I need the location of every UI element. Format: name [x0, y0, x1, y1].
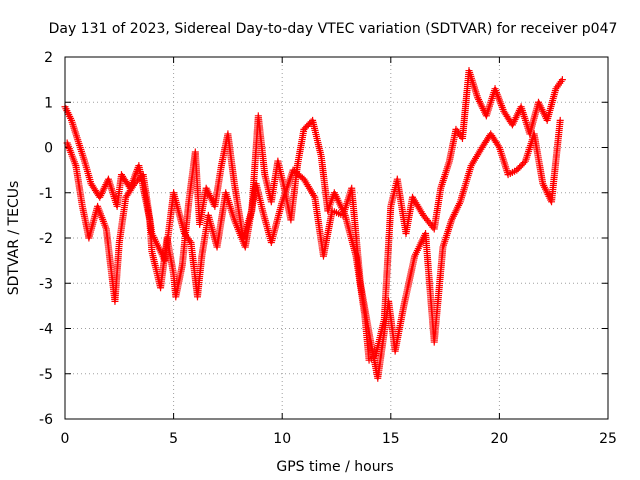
- data-point: [556, 116, 564, 124]
- x-tick-label: 15: [382, 431, 400, 447]
- x-tick-label: 25: [599, 431, 617, 447]
- x-tick-label: 5: [169, 431, 178, 447]
- y-tick-label: -5: [39, 367, 53, 383]
- y-tick-label: -3: [39, 276, 53, 292]
- y-tick-label: -6: [39, 412, 53, 428]
- y-tick-label: 1: [44, 95, 53, 111]
- y-tick-label: -2: [39, 231, 53, 247]
- y-tick-label: 0: [44, 141, 53, 157]
- x-tick-label: 10: [273, 431, 291, 447]
- trace-marker: [494, 142, 502, 150]
- chart-title: Day 131 of 2023, Sidereal Day-to-day VTE…: [49, 21, 618, 37]
- x-tick-label: 20: [490, 431, 508, 447]
- data-layer: [61, 67, 566, 382]
- x-axis-label: GPS time / hours: [276, 459, 393, 475]
- y-tick-label: 2: [44, 50, 53, 66]
- data-point: [558, 76, 566, 84]
- y-tick-label: -4: [39, 322, 53, 338]
- grid-layer: [65, 57, 608, 419]
- y-tick-label: -1: [39, 186, 53, 202]
- x-tick-label: 0: [61, 431, 70, 447]
- y-axis-label: SDTVAR / TECUs: [6, 181, 22, 296]
- plot-frame: [64, 56, 609, 420]
